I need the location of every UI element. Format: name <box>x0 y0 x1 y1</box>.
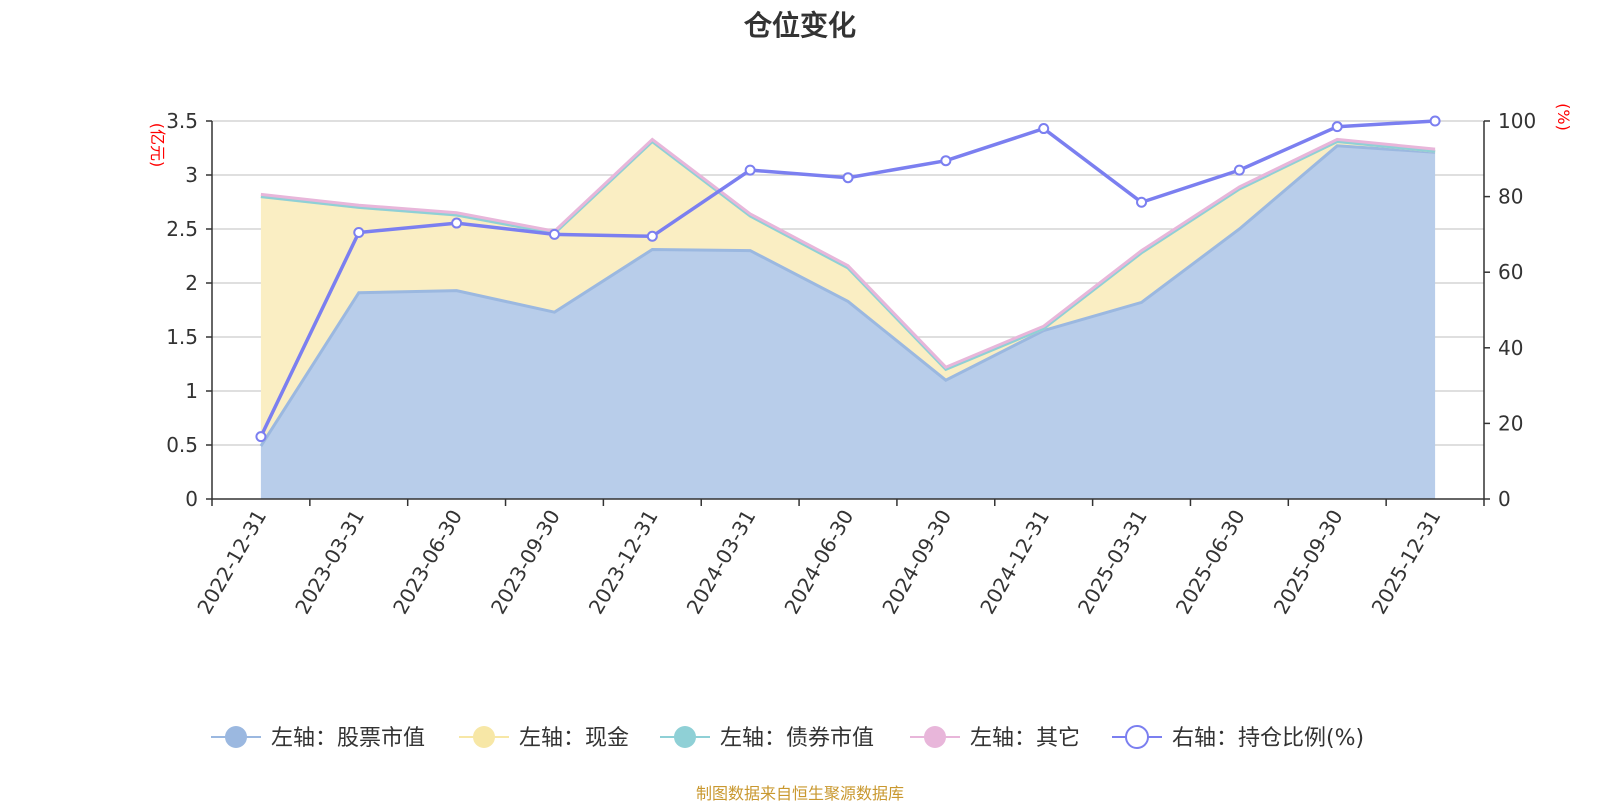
ratio-point <box>255 431 267 443</box>
ratio-point <box>744 164 756 176</box>
legend-marker <box>924 726 946 748</box>
right-tick-label: 20 <box>1498 411 1523 435</box>
x-tick-label: 2024-06-30 <box>779 506 858 619</box>
legend-label: 左轴：股票市值 <box>271 726 425 751</box>
ratio-point <box>1429 115 1441 127</box>
left-tick-label: 2 <box>185 271 198 295</box>
legend-item-stock: 左轴：股票市值 <box>211 726 425 751</box>
ratio-point <box>353 227 365 239</box>
ratio-point <box>940 155 952 167</box>
left-tick-label: 1.5 <box>166 325 198 349</box>
legend: 左轴：股票市值 左轴：现金 左轴：债券市值 左轴：其它 右轴：持仓比例(%) <box>211 725 1364 751</box>
left-tick-label: 0.5 <box>166 433 198 457</box>
ratio-point <box>1331 121 1343 133</box>
right-tick-label: 0 <box>1498 487 1511 511</box>
legend-item-other: 左轴：其它 <box>910 726 1080 751</box>
legend-label: 左轴：现金 <box>519 726 629 751</box>
legend-marker <box>1125 725 1149 749</box>
x-tick-label: 2025-03-31 <box>1073 506 1152 619</box>
ratio-point <box>1038 123 1050 135</box>
left-tick-label: 2.5 <box>166 217 198 241</box>
left-tick-label: 3.5 <box>166 109 198 133</box>
x-tick-label: 2025-09-30 <box>1269 506 1348 619</box>
x-tick-label: 2023-09-30 <box>486 506 565 619</box>
legend-item-bond: 左轴：债券市值 <box>660 726 874 751</box>
legend-item-ratio: 右轴：持仓比例(%) <box>1112 725 1364 751</box>
right-axis-unit: (%) <box>1554 103 1573 131</box>
chart-title: 仓位变化 <box>743 9 856 42</box>
right-tick-label: 60 <box>1498 260 1523 284</box>
x-tick-label: 2023-03-31 <box>290 506 369 619</box>
legend-label: 右轴：持仓比例(%) <box>1172 726 1364 751</box>
legend-marker <box>473 726 495 748</box>
left-tick-label: 3 <box>185 163 198 187</box>
ratio-point <box>842 172 854 184</box>
stock-area <box>260 145 1436 500</box>
cash-area <box>260 141 1436 447</box>
left-tick-label: 0 <box>185 487 198 511</box>
legend-marker <box>225 726 247 748</box>
legend-marker <box>674 726 696 748</box>
left-axis-unit: (亿元) <box>148 123 167 168</box>
x-tick-label: 2025-06-30 <box>1171 506 1250 619</box>
ratio-points <box>255 115 1441 443</box>
ratio-point <box>548 228 560 240</box>
area-series <box>260 141 1436 500</box>
other-line <box>260 137 1436 369</box>
bond-line <box>260 139 1436 372</box>
legend-item-cash: 左轴：现金 <box>459 726 629 751</box>
stock-line <box>259 144 1436 447</box>
source-note: 制图数据来自恒生聚源数据库 <box>695 784 904 803</box>
x-tick-label: 2024-03-31 <box>682 506 761 619</box>
ratio-point <box>451 217 463 229</box>
x-tick-label: 2025-12-31 <box>1367 506 1446 619</box>
x-tick-label: 2024-09-30 <box>877 506 956 619</box>
right-tick-label: 80 <box>1498 185 1523 209</box>
right-tick-label: 40 <box>1498 336 1523 360</box>
x-tick-label: 2022-12-31 <box>192 506 271 619</box>
ratio-point <box>1233 164 1245 176</box>
x-tick-label: 2023-06-30 <box>388 505 467 618</box>
x-tick-label: 2023-12-31 <box>584 506 663 619</box>
legend-label: 左轴：其它 <box>970 726 1080 751</box>
left-tick-label: 1 <box>185 379 198 403</box>
ratio-point <box>1136 196 1148 208</box>
legend-label: 左轴：债券市值 <box>720 726 874 751</box>
right-tick-label: 100 <box>1498 109 1536 133</box>
x-tick-label: 2024-12-31 <box>975 506 1054 619</box>
ratio-point <box>646 230 658 242</box>
